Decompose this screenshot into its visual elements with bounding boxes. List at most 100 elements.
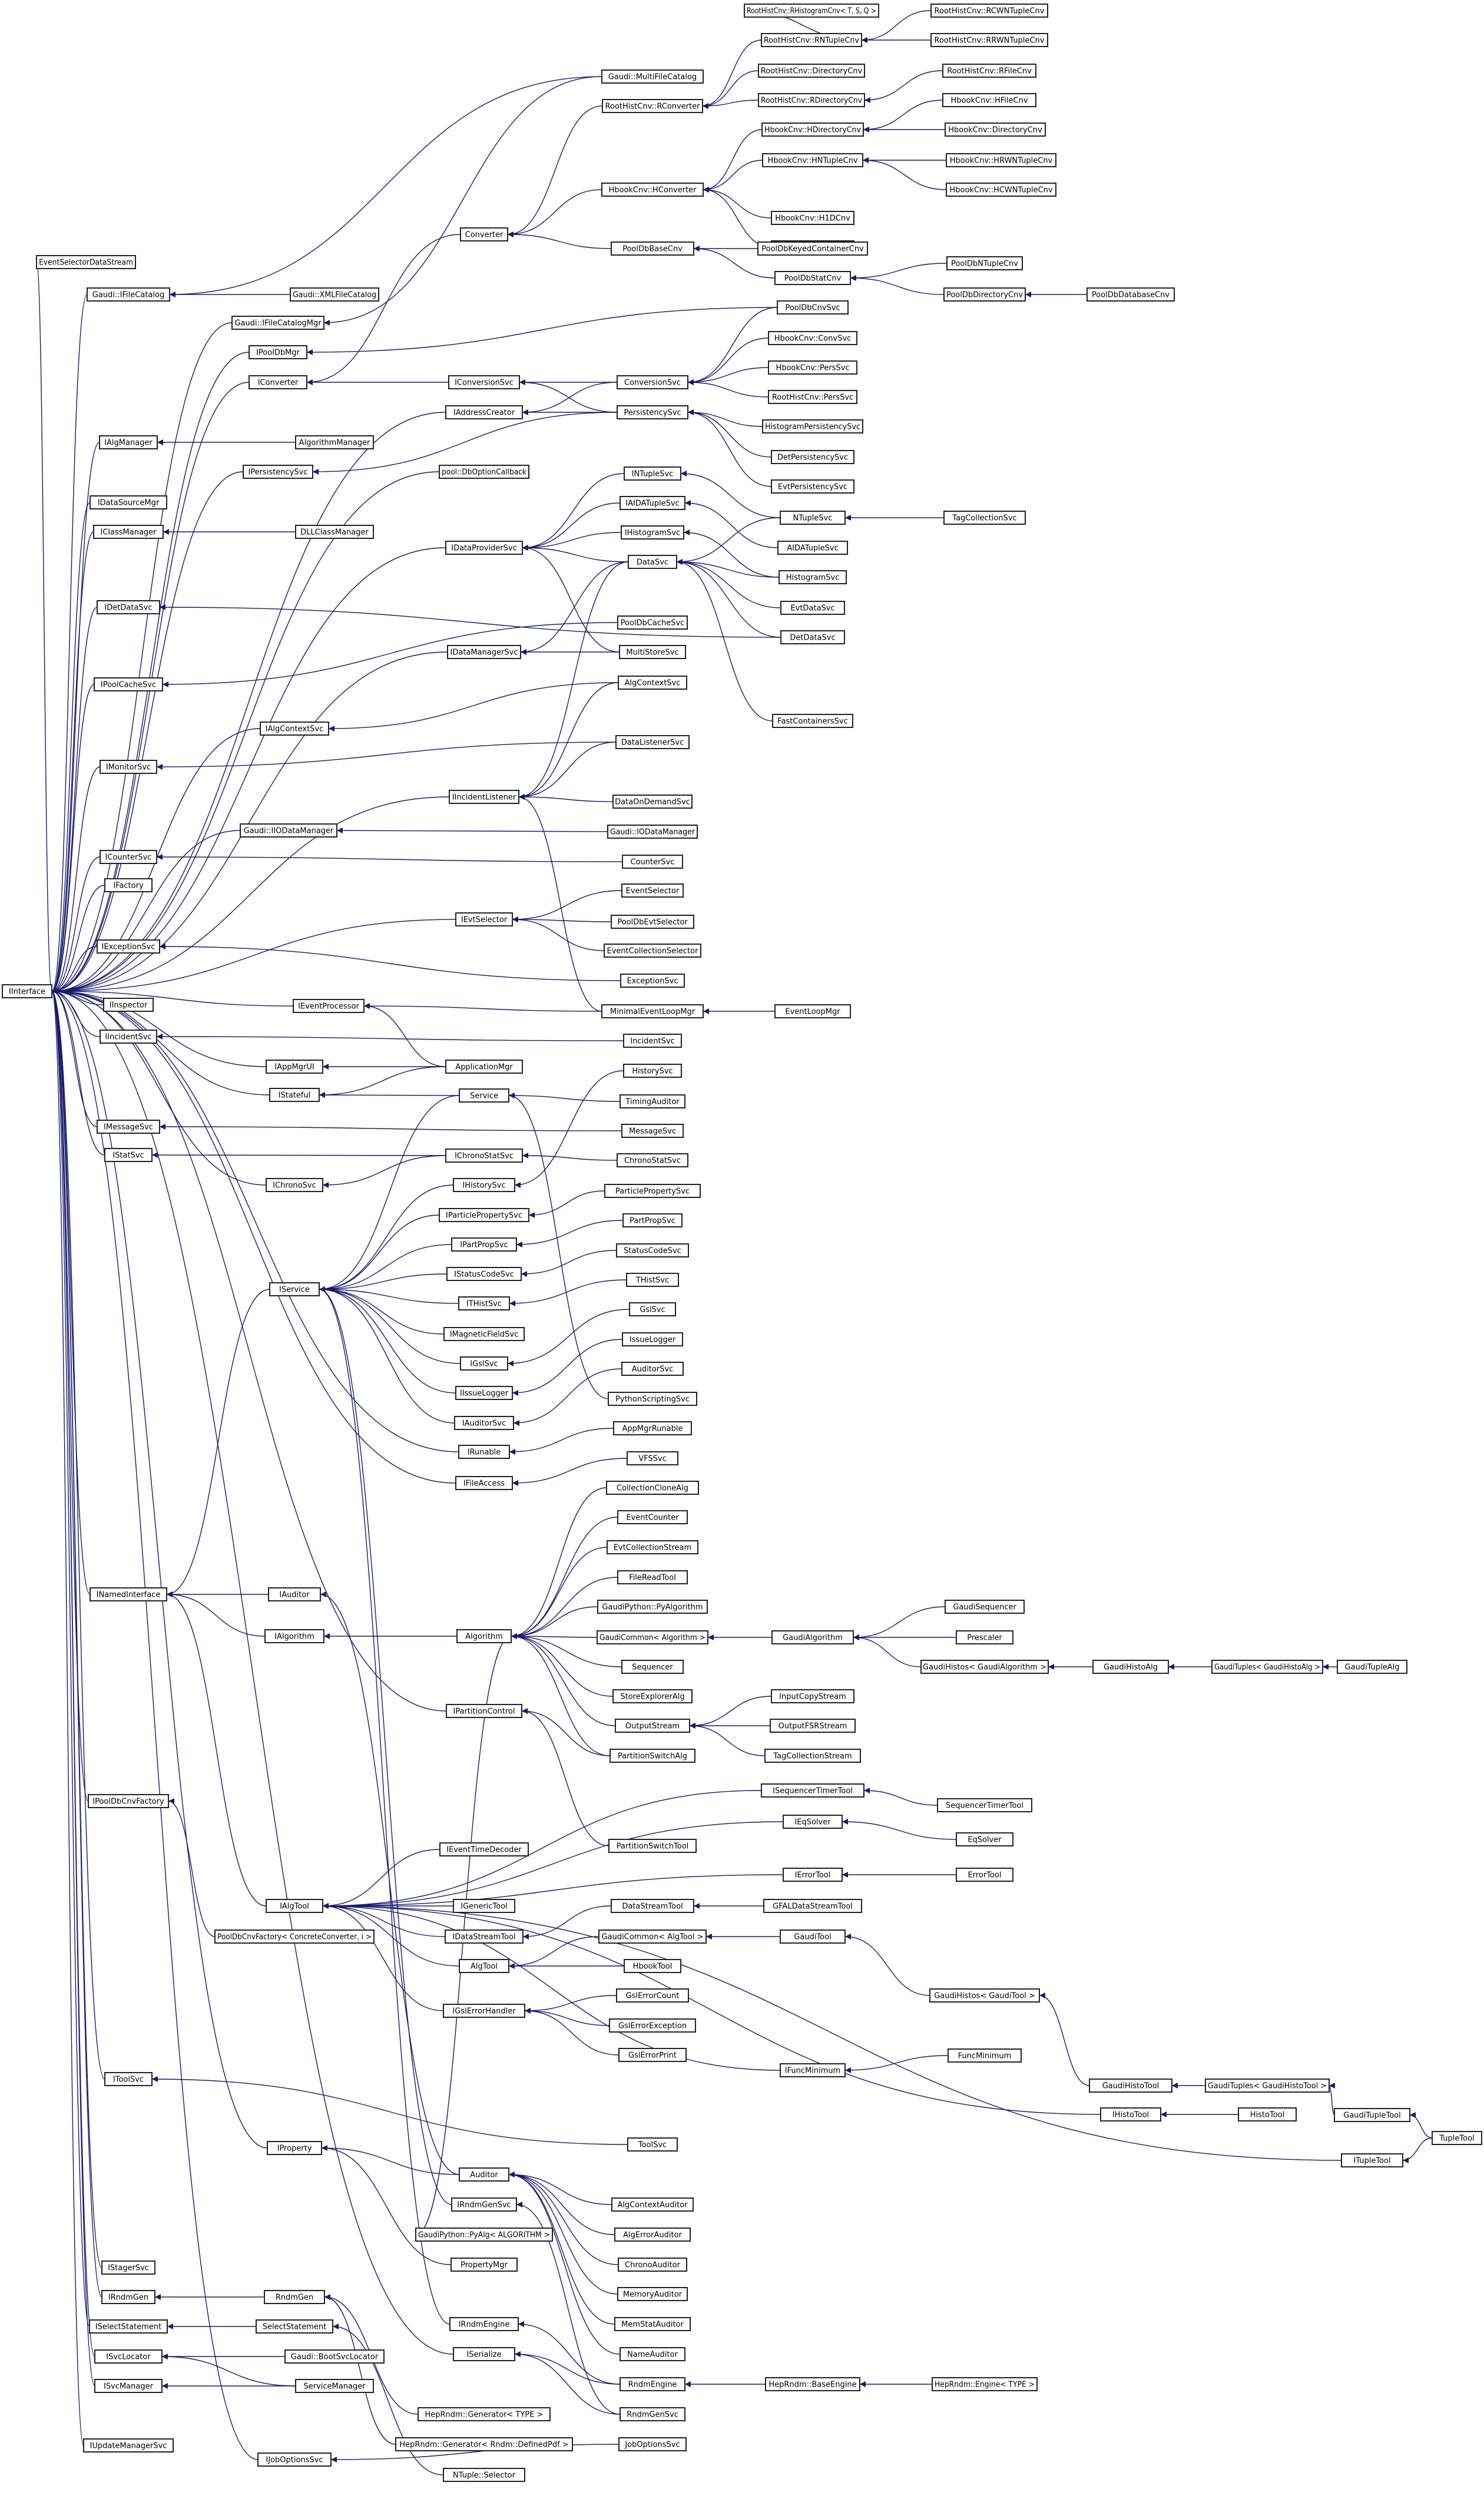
- class-node-ichronosvc[interactable]: IChronoSvc: [266, 1178, 323, 1192]
- class-node-gaudihistoalg[interactable]: GaudiHistoAlg: [1092, 1660, 1169, 1674]
- class-node-pooldbevtselector[interactable]: PoolDbEvtSelector: [611, 915, 694, 929]
- class-node-irndmgensvc[interactable]: IRndmGenSvc: [451, 2197, 517, 2212]
- class-node-iparticlepropertysvc[interactable]: IParticlePropertySvc: [439, 1208, 529, 1222]
- class-node-roothistcnv-directorycnv[interactable]: RootHistCnv::DirectoryCnv: [758, 64, 865, 78]
- class-node-algerrorauditor[interactable]: AlgErrorAuditor: [614, 2228, 691, 2242]
- class-node-ihistotool[interactable]: IHistoTool: [1100, 2107, 1161, 2122]
- class-node-converter[interactable]: Converter: [460, 227, 508, 241]
- class-node-istateful[interactable]: IStateful: [269, 1088, 320, 1102]
- class-node-itoolsvc[interactable]: IToolSvc: [104, 2072, 153, 2086]
- class-node-dataondemandsvc[interactable]: DataOnDemandSvc: [612, 795, 693, 809]
- class-node-pooldbntuplecnv[interactable]: PoolDbNTupleCnv: [946, 256, 1023, 270]
- class-node-icountersvc[interactable]: ICounterSvc: [100, 850, 157, 864]
- class-node-pooldbcnvsvc[interactable]: PoolDbCnvSvc: [777, 300, 849, 315]
- class-node-gaudisequencer[interactable]: GaudiSequencer: [945, 1600, 1025, 1614]
- class-node-timingauditor[interactable]: TimingAuditor: [620, 1094, 685, 1108]
- class-node-ifileaccess[interactable]: IFileAccess: [455, 1476, 513, 1490]
- class-node-roothistcnv-rntuplecnv[interactable]: RootHistCnv::RNTupleCnv: [761, 33, 862, 47]
- class-node-igslsvc[interactable]: IGslSvc: [460, 1356, 508, 1371]
- class-node-inamedinterface[interactable]: INamedInterface: [90, 1587, 167, 1601]
- class-node-detdatasvc[interactable]: DetDataSvc: [780, 630, 845, 644]
- class-node-service[interactable]: Service: [459, 1088, 509, 1103]
- class-node-algorithm[interactable]: Algorithm: [456, 1629, 512, 1643]
- class-node-itupletool[interactable]: ITupleTool: [1341, 2153, 1403, 2167]
- class-node-gaudituplealg[interactable]: GaudiTupleAlg: [1337, 1660, 1407, 1674]
- class-node-igslerrorhandler[interactable]: IGslErrorHandler: [443, 2004, 525, 2018]
- class-node-gaudicommon-algorithm[interactable]: GaudiCommon< Algorithm >: [597, 1630, 708, 1644]
- class-node-auditorsvc[interactable]: AuditorSvc: [621, 1362, 684, 1376]
- class-node-gaudituples-gaudihistotool[interactable]: GaudiTuples< GaudiHistoTool >: [1205, 2079, 1330, 2093]
- class-node-isvclocator[interactable]: ISvcLocator: [94, 2349, 163, 2364]
- class-node-persistencysvc[interactable]: PersistencySvc: [617, 405, 688, 419]
- class-node-tagcollectionstream[interactable]: TagCollectionStream: [764, 1749, 861, 1763]
- class-node-outputfsrstream[interactable]: OutputFSRStream: [770, 1719, 856, 1733]
- class-node-gaudialgorithm[interactable]: GaudiAlgorithm: [771, 1630, 854, 1644]
- class-node-irndmgen[interactable]: IRndmGen: [101, 2290, 155, 2304]
- class-node-ialgmanager[interactable]: IAlgManager: [99, 435, 158, 449]
- class-node-applicationmgr[interactable]: ApplicationMgr: [445, 1060, 523, 1074]
- class-node-ipooldbmgr[interactable]: IPoolDbMgr: [249, 345, 307, 359]
- class-node-idatastreamtool[interactable]: IDataStreamTool: [445, 1929, 524, 1944]
- class-node-ieqsolver[interactable]: IEqSolver: [783, 1815, 843, 1829]
- class-node-errortool[interactable]: ErrorTool: [956, 1868, 1013, 1882]
- class-node-minimaleventloopmgr[interactable]: MinimalEventLoopMgr: [601, 1004, 704, 1018]
- class-node-partitionswitchalg[interactable]: PartitionSwitchAlg: [610, 1749, 695, 1763]
- class-node-ifactory[interactable]: IFactory: [104, 878, 153, 892]
- class-node-servicemanager[interactable]: ServiceManager: [295, 2379, 374, 2393]
- class-node-ievtselector[interactable]: IEvtSelector: [455, 912, 513, 926]
- class-node-evtdatasvc[interactable]: EvtDataSvc: [780, 601, 845, 615]
- class-node-gaudi-iodatamanager[interactable]: Gaudi::IODataManager: [607, 825, 698, 839]
- class-node-ipartitioncontrol[interactable]: IPartitionControl: [446, 1704, 522, 1718]
- class-node-auditor[interactable]: Auditor: [459, 2167, 509, 2182]
- class-node-isvcmanager[interactable]: ISvcManager: [94, 2379, 163, 2393]
- class-node-igenerictool[interactable]: IGenericTool: [453, 1899, 515, 1913]
- class-node-gauditupletool[interactable]: GaudiTupleTool: [1334, 2108, 1410, 2122]
- class-node-tagcollectionsvc[interactable]: TagCollectionSvc: [943, 511, 1026, 525]
- class-node-pooldbkeyedcontainercnv[interactable]: PoolDbKeyedContainerCnv: [757, 241, 868, 256]
- class-node-datasvc[interactable]: DataSvc: [628, 555, 677, 569]
- class-node-outputstream[interactable]: OutputStream: [615, 1719, 690, 1733]
- class-node-chronostatsvc[interactable]: ChronoStatSvc: [617, 1153, 688, 1167]
- class-node-roothistcnv-rrwntuplecnv[interactable]: RootHistCnv::RRWNTupleCnv: [930, 33, 1048, 47]
- class-node-ntuplesvc[interactable]: NTupleSvc: [780, 511, 846, 525]
- class-node-eventloopmgr[interactable]: EventLoopMgr: [774, 1004, 851, 1018]
- class-node-roothistcnv-rhistogramcnv-t-s-q[interactable]: RootHistCnv::RHistogramCnv< T, S, Q >: [744, 4, 879, 18]
- class-node-aidatuplesvc[interactable]: AIDATupleSvc: [777, 541, 848, 555]
- class-node-evtcollectionstream[interactable]: EvtCollectionStream: [607, 1540, 698, 1554]
- class-node-iconversionsvc[interactable]: IConversionSvc: [448, 375, 520, 389]
- class-node-conversionsvc[interactable]: ConversionSvc: [617, 375, 688, 389]
- class-node-roothistcnv-perssvc[interactable]: RootHistCnv::PersSvc: [768, 390, 857, 404]
- class-node-istatsvc[interactable]: IStatSvc: [104, 1148, 153, 1162]
- class-node-hbookcnv-perssvc[interactable]: HbookCnv::PersSvc: [768, 360, 857, 375]
- class-node-iproperty[interactable]: IProperty: [267, 2141, 322, 2155]
- class-node-rndmengine[interactable]: RndmEngine: [620, 2377, 685, 2391]
- class-node-iaddresscreator[interactable]: IAddressCreator: [445, 405, 523, 419]
- class-node-roothistcnv-rcwntuplecnv[interactable]: RootHistCnv::RCWNTupleCnv: [930, 4, 1048, 18]
- class-node-filereadtool[interactable]: FileReadTool: [617, 1570, 688, 1584]
- class-node-joboptionssvc[interactable]: JobOptionsSvc: [618, 2437, 687, 2451]
- class-node-iauditorsvc[interactable]: IAuditorSvc: [454, 1416, 514, 1430]
- class-node-nameauditor[interactable]: NameAuditor: [620, 2347, 685, 2361]
- class-node-ialgtool[interactable]: IAlgTool: [266, 1899, 323, 1913]
- class-node-idatasourcemgr[interactable]: IDataSourceMgr: [90, 495, 167, 509]
- class-node-incidentsvc[interactable]: IncidentSvc: [623, 1034, 682, 1048]
- class-node-irunable[interactable]: IRunable: [458, 1445, 510, 1459]
- class-node-ialgcontextsvc[interactable]: IAlgContextSvc: [260, 722, 329, 736]
- class-node-algtool[interactable]: AlgTool: [459, 1959, 509, 1973]
- class-node-vfssvc[interactable]: VFSSvc: [627, 1451, 678, 1465]
- class-node-hbookcnv-hfilecnv[interactable]: HbookCnv::HFileCnv: [942, 93, 1036, 107]
- class-node-iissuelogger[interactable]: IIssueLogger: [455, 1386, 513, 1400]
- class-node-ipooldbcnvfactory[interactable]: IPoolDbCnvFactory: [88, 1794, 169, 1808]
- class-node-countersvc[interactable]: CounterSvc: [622, 855, 683, 869]
- class-node-collectionclonealg[interactable]: CollectionCloneAlg: [606, 1481, 699, 1495]
- class-node-prescaler[interactable]: Prescaler: [956, 1630, 1013, 1644]
- class-node-iincidentsvc[interactable]: IIncidentSvc: [100, 1030, 157, 1044]
- class-node-hbookcnv-hconverter[interactable]: HbookCnv::HConverter: [601, 183, 704, 197]
- class-node-datastreamtool[interactable]: DataStreamTool: [611, 1899, 694, 1913]
- class-node-istagersvc[interactable]: IStagerSvc: [101, 2261, 155, 2275]
- class-node-algcontextsvc[interactable]: AlgContextSvc: [618, 676, 687, 690]
- class-node-heprndm-baseengine[interactable]: HepRndm::BaseEngine: [765, 2377, 860, 2391]
- class-node-thistsvc[interactable]: THistSvc: [626, 1273, 679, 1287]
- class-node-tupletool[interactable]: TupleTool: [1432, 2131, 1482, 2145]
- class-node-roothistcnv-rfilecnv[interactable]: RootHistCnv::RFileCnv: [942, 64, 1036, 78]
